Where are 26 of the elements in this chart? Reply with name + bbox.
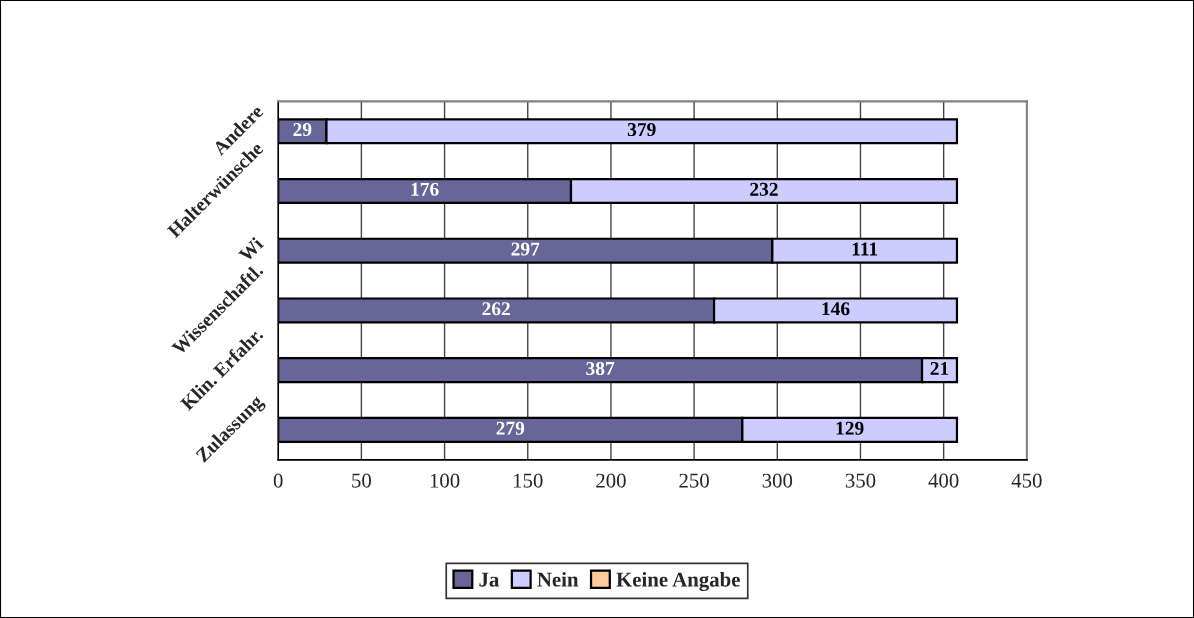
x-tick-label: 450 — [1011, 473, 1042, 488]
x-tick-label: 50 — [352, 473, 372, 488]
data-label: 387 — [586, 361, 615, 376]
legend-label: Ja — [479, 572, 500, 587]
data-label: 379 — [627, 123, 656, 137]
data-label: 232 — [750, 182, 778, 196]
legend-label: Nein — [537, 571, 579, 587]
x-tick-label: 200 — [596, 473, 626, 488]
data-label: 21 — [930, 361, 949, 375]
x-tick-label: 350 — [845, 473, 876, 488]
data-label: 146 — [822, 302, 850, 316]
data-label: 279 — [496, 421, 525, 435]
data-label: 129 — [836, 421, 864, 435]
x-tick-label: 400 — [928, 473, 959, 488]
x-tick-label: 100 — [430, 473, 460, 488]
data-label: 111 — [852, 242, 878, 256]
x-tick-label: 250 — [679, 473, 709, 488]
x-tick-label: 300 — [762, 473, 793, 488]
data-label: 29 — [293, 123, 312, 137]
x-tick-label: 150 — [513, 473, 543, 488]
data-label: 297 — [511, 242, 540, 256]
data-label: 176 — [411, 182, 439, 196]
legend-label: Keine Angabe — [616, 571, 740, 592]
data-label: 262 — [482, 302, 510, 316]
x-tick-label: 0 — [273, 473, 283, 488]
y-tick-label: Wi — [237, 236, 265, 263]
